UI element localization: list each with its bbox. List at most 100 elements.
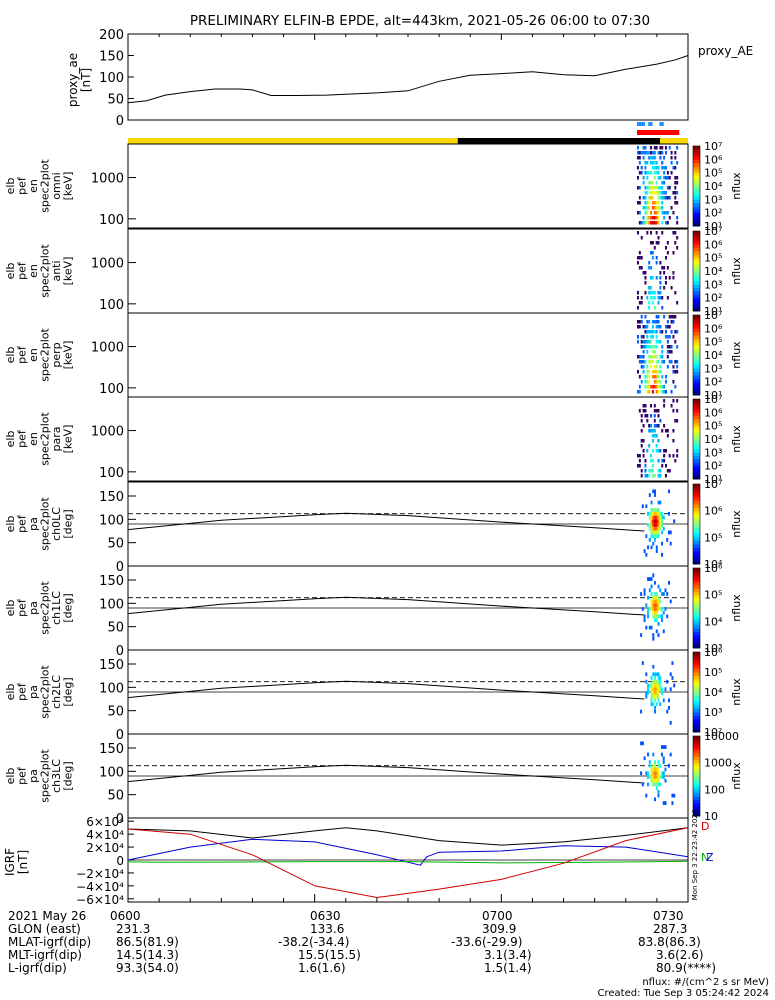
pa-spectrogram-pixel: [650, 500, 653, 505]
spectrogram-pixel: [636, 340, 639, 344]
energy-panel-colorbar-tick: 10⁶: [704, 238, 723, 251]
spectrogram-pixel: [651, 320, 654, 324]
spectrogram-pixel: [646, 335, 649, 339]
energy-panel-colorbar-cell: [693, 422, 700, 427]
pa-spectrogram-pixel: [652, 526, 655, 531]
spectrogram-pixel: [661, 390, 664, 394]
pa-panel-colorbar-cell: [693, 644, 700, 649]
spectrogram-pixel: [655, 335, 658, 339]
igrf-side-label-d: D: [701, 820, 709, 833]
energy-panel-colorbar-cell: [693, 182, 700, 187]
spectrogram-pixel: [655, 315, 658, 319]
pa-panel-colorbar-cell: [693, 718, 700, 723]
energy-panel-colorbar-cell: [693, 267, 700, 272]
pa-spectrogram-pixel: [655, 629, 658, 634]
energy-panel-colorbar-tick: 10³: [704, 362, 722, 375]
igrf-series-e: [127, 838, 689, 866]
pa-spectrogram-pixel: [645, 552, 648, 557]
energy-panel-colorbar-cell: [693, 274, 700, 279]
pa-panel-colorbar-tick: 10000: [704, 730, 739, 743]
spectrogram-pixel: [651, 166, 654, 170]
spectrogram-pixel: [655, 424, 658, 428]
spectrogram-pixel: [659, 151, 662, 155]
energy-panel-colorbar-tick: 10⁷: [704, 140, 722, 153]
pa-panel-colorbar-label: nflux: [730, 678, 743, 706]
spectrogram-pixel: [636, 464, 639, 468]
pa-panel-colorbar-cell: [693, 792, 700, 797]
spectrogram-pixel: [674, 196, 677, 200]
pa-spectrogram-pixel: [657, 694, 660, 699]
spectrogram-pixel: [638, 355, 641, 359]
spectrogram-pixel: [651, 151, 654, 155]
spectrogram-pixel: [661, 181, 664, 185]
spectrogram-pixel: [644, 171, 647, 175]
spectrogram-pixel: [670, 345, 673, 349]
pa-panel-ylabel-line: pa: [27, 601, 40, 615]
spectrogram-pixel: [661, 211, 664, 215]
spectrogram-pixel: [650, 251, 653, 255]
pa-spectrogram-pixel: [650, 775, 653, 779]
energy-panel-colorbar-cell: [693, 472, 700, 477]
pa-panel-colorbar-label: nflux: [730, 510, 743, 538]
pa-panel-colorbar-cell: [693, 520, 700, 525]
spectrogram-pixel: [657, 375, 660, 379]
pa-tick-label: 50: [107, 705, 124, 720]
pa-spectrogram-pixel: [648, 577, 651, 581]
energy-panel-colorbar-cell: [693, 375, 700, 379]
loss-cone-line: [127, 764, 645, 784]
spectrogram-pixel: [651, 360, 654, 364]
pa-panel-colorbar-cell: [693, 749, 700, 754]
pa-spectrogram-pixel: [657, 530, 660, 535]
spectrogram-pixel: [640, 469, 643, 473]
pa-spectrogram-pixel: [655, 549, 658, 553]
pa-spectrogram-pixel: [659, 526, 662, 531]
spectrogram-pixel: [664, 196, 667, 200]
spectrogram-pixel: [650, 459, 653, 463]
spectrogram-pixel: [653, 291, 656, 295]
spectrogram-pixel: [651, 216, 654, 220]
pa-panel-colorbar-tick: 100: [704, 783, 725, 796]
pa-spectrogram-pixel: [650, 523, 653, 527]
energy-panel-colorbar-cell: [693, 465, 700, 470]
status-bar: [128, 122, 688, 144]
spectrogram-pixel: [659, 271, 662, 275]
pa-tick-label: 0: [116, 728, 124, 743]
spectrogram-pixel: [653, 365, 656, 369]
spectrogram-pixel: [666, 296, 669, 300]
spectrogram-pixel: [663, 156, 666, 160]
energy-panel-ylabel-line: elb: [4, 178, 17, 195]
energy-panel-colorbar-cell: [693, 291, 700, 295]
pa-panel-colorbar-cell: [693, 608, 700, 612]
spectrogram-pixel: [650, 216, 653, 220]
pa-spectrogram-pixel: [660, 541, 663, 546]
pa-spectrogram-pixel: [657, 523, 660, 527]
spectrogram-pixel: [650, 365, 653, 369]
spectrogram-pixel: [636, 320, 639, 324]
pa-spectrogram-pixel: [655, 694, 658, 699]
pa-spectrogram-pixel: [667, 489, 670, 494]
spectrogram-pixel: [640, 236, 643, 240]
spectrogram-pixel: [670, 286, 673, 290]
spectrogram-pixel: [650, 296, 653, 300]
pa-spectrogram-pixel: [652, 519, 655, 524]
energy-panel-ylabel-line: spec2plot: [39, 244, 52, 298]
pa-panel-colorbar-cell: [693, 601, 700, 606]
spectrogram-pixel: [653, 350, 656, 354]
spectrogram-pixel: [676, 454, 679, 458]
spectrogram-pixel: [636, 370, 639, 374]
pa-spectrogram-pixel: [645, 534, 648, 538]
spectrogram-pixel: [657, 424, 660, 428]
pa-spectrogram-pixel: [654, 797, 657, 802]
pa-spectrogram-pixel: [654, 679, 657, 684]
pa-panel-ylabel-line: pa: [27, 685, 40, 699]
spectrogram-pixel: [646, 474, 649, 478]
spectrogram-pixel: [670, 161, 673, 165]
spectrogram-pixel: [653, 221, 656, 225]
spectrogram-pixel: [642, 206, 645, 210]
pa-panel-colorbar-cell: [693, 725, 700, 730]
spectrogram-pixel: [666, 335, 669, 339]
pa-spectrogram-pixel: [660, 515, 663, 520]
pa-spectrogram-pixel: [657, 767, 660, 772]
spectrogram-pixel: [644, 330, 647, 334]
spectrogram-pixel: [657, 385, 660, 389]
